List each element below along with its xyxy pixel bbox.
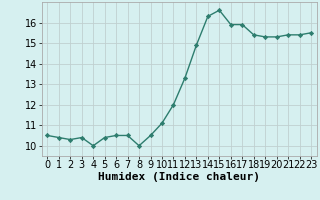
X-axis label: Humidex (Indice chaleur): Humidex (Indice chaleur) — [98, 172, 260, 182]
